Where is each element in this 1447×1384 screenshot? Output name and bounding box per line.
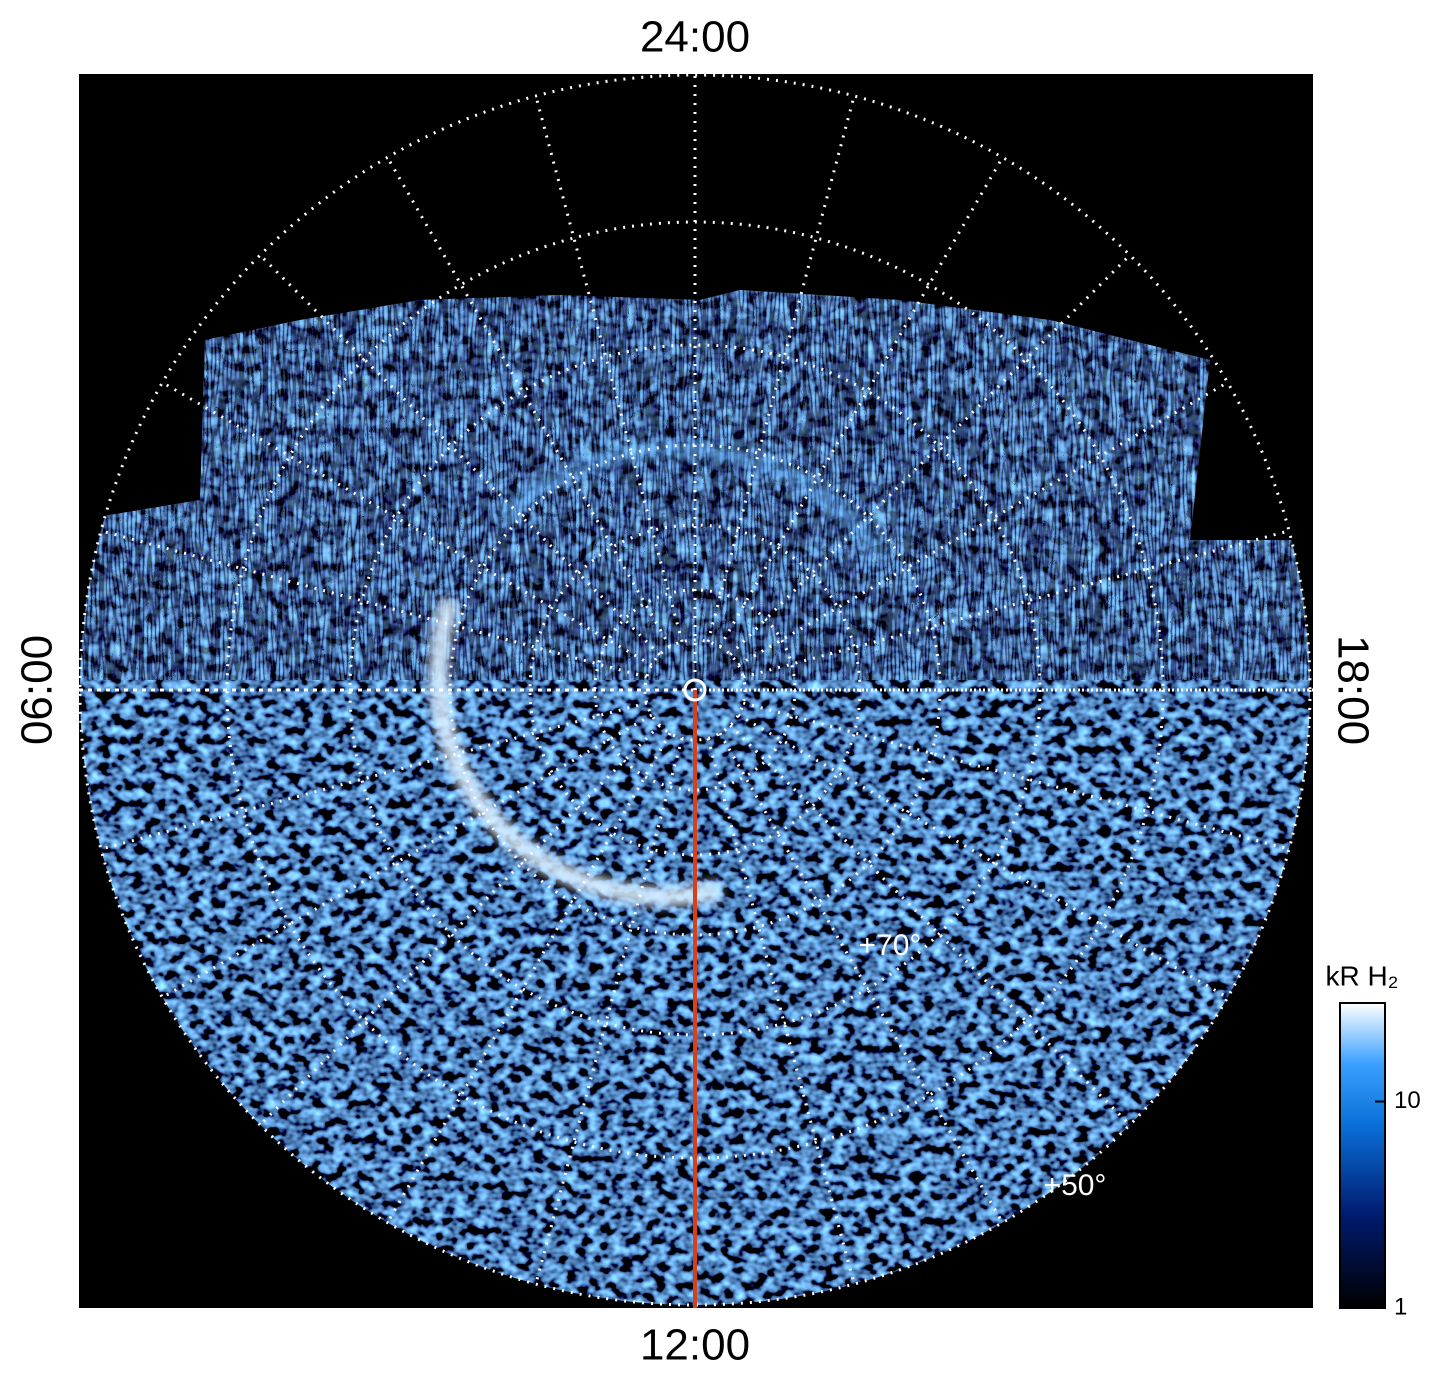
pole-marker [683,678,707,702]
latitude-label: +50° [1044,1169,1107,1202]
hour-label: 24:00 [640,13,750,62]
hour-label: 06:00 [13,635,62,745]
hour-label: 18:00 [1328,635,1377,745]
colorbar-label: kR H₂ [1325,960,1398,991]
colorbar-tick-label: 10 [1394,1087,1421,1114]
latitude-circle [78,73,1312,1307]
latitude-circle [528,523,862,857]
hour-label: 12:00 [640,1321,750,1370]
latitude-label: +70° [859,929,922,962]
colorbar-axis: 1 10 [1375,1087,1421,1320]
colorbar-tick-label: 1 [1394,1293,1407,1320]
colorbar [1339,1002,1386,1309]
